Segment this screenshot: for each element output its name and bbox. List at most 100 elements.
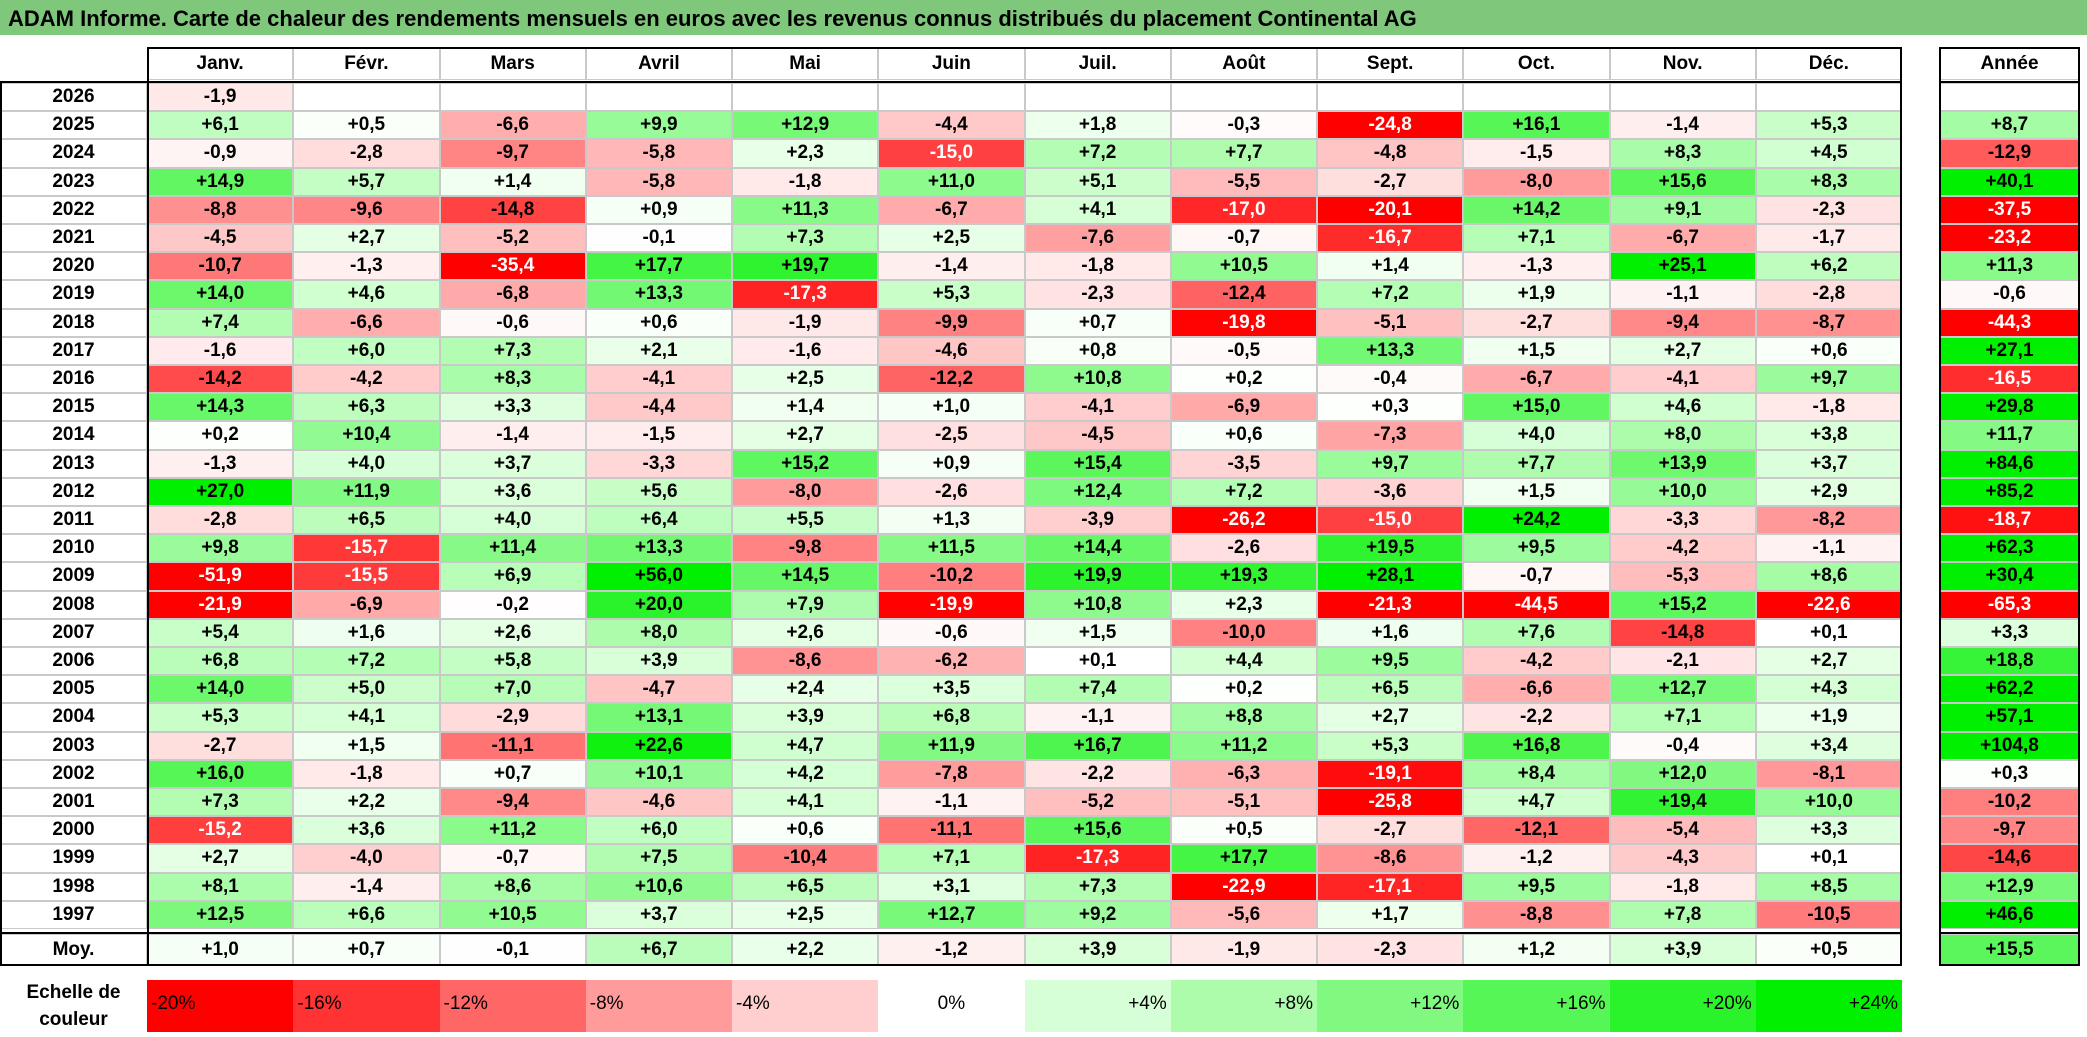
average-cell: +3,9: [1609, 934, 1756, 966]
heatmap-cell: +5,4: [147, 618, 294, 647]
heatmap-cell: -22,6: [1755, 590, 1902, 619]
heatmap-cell: +5,0: [293, 675, 440, 704]
heatmap-cell: -1,6: [732, 336, 879, 365]
annual-cell: +40,1: [1939, 167, 2080, 196]
heatmap-cell: +0,5: [293, 111, 440, 140]
heatmap-cell: +2,1: [585, 336, 732, 365]
heatmap-cell: +2,7: [293, 224, 440, 253]
heatmap-cell: -4,1: [1024, 393, 1171, 422]
heatmap-cell: -2,3: [1024, 280, 1171, 309]
heatmap-cell: -4,5: [147, 224, 294, 253]
heatmap-cell: -2,8: [293, 139, 440, 168]
heatmap-cell: -19,9: [878, 590, 1025, 619]
average-separator: [0, 932, 1902, 934]
year-label: 2002: [0, 759, 147, 788]
heatmap-cell: +6,2: [1755, 252, 1902, 281]
heatmap-cell: -16,7: [1317, 224, 1464, 253]
heatmap-cell: +5,3: [1317, 731, 1464, 760]
heatmap-cell: -1,1: [1024, 703, 1171, 732]
heatmap-cell: +2,9: [1755, 477, 1902, 506]
color-scale-swatch: -12%: [439, 980, 586, 1032]
heatmap-cell: +6,4: [585, 506, 732, 535]
annual-cell: -10,2: [1939, 788, 2080, 817]
color-scale-swatch: +24%: [1755, 980, 1902, 1032]
heatmap-cell: -12,4: [1170, 280, 1317, 309]
heatmap-cell: -6,7: [878, 195, 1025, 224]
year-label: 1997: [0, 900, 147, 929]
average-annual-cell: +15,5: [1939, 934, 2080, 966]
color-scale-swatch: -16%: [293, 980, 440, 1032]
heatmap-cell: +2,5: [732, 900, 879, 929]
heatmap-cell: +10,1: [585, 759, 732, 788]
heatmap-cell: +5,3: [878, 280, 1025, 309]
color-scale-swatch: 0%: [878, 980, 1025, 1032]
heatmap-cell: +0,7: [439, 759, 586, 788]
heatmap-cell: -6,7: [1463, 365, 1610, 394]
annual-cell: +62,2: [1939, 675, 2080, 704]
heatmap-cell: -2,6: [1170, 534, 1317, 563]
heatmap-cell: +16,1: [1463, 111, 1610, 140]
average-cell: +0,5: [1755, 934, 1902, 966]
heatmap-cell: +1,4: [1317, 252, 1464, 281]
heatmap-cell: +8,1: [147, 872, 294, 901]
year-label: 2003: [0, 731, 147, 760]
heatmap-cell: +8,0: [585, 618, 732, 647]
heatmap-cell: +14,0: [147, 280, 294, 309]
heatmap-cell: +3,6: [293, 816, 440, 845]
heatmap-cell: +7,9: [732, 590, 879, 619]
heatmap-cell: -1,9: [147, 83, 294, 112]
year-label: 2020: [0, 252, 147, 281]
heatmap-cell: +12,5: [147, 900, 294, 929]
heatmap-cell: -22,9: [1170, 872, 1317, 901]
heatmap-cell: +8,6: [439, 872, 586, 901]
heatmap-cell: [585, 83, 732, 112]
heatmap-cell: +10,4: [293, 421, 440, 450]
heatmap-cell: +0,1: [1755, 618, 1902, 647]
month-header: Juil.: [1024, 47, 1171, 80]
heatmap-cell: +17,7: [585, 252, 732, 281]
heatmap-cell: +8,0: [1609, 421, 1756, 450]
heatmap-cell: +22,6: [585, 731, 732, 760]
year-label: 2004: [0, 703, 147, 732]
annual-cell: +0,3: [1939, 759, 2080, 788]
annual-cell: +104,8: [1939, 731, 2080, 760]
heatmap-cell: -1,4: [439, 421, 586, 450]
heatmap-cell: +9,5: [1463, 534, 1610, 563]
heatmap-cell: -9,7: [439, 139, 586, 168]
heatmap-cell: -1,8: [1755, 393, 1902, 422]
average-cell: +1,0: [147, 934, 294, 966]
heatmap-cell: +16,0: [147, 759, 294, 788]
heatmap-cell: -6,7: [1609, 224, 1756, 253]
heatmap-cell: -12,2: [878, 365, 1025, 394]
heatmap-cell: -5,2: [439, 224, 586, 253]
month-header: Févr.: [293, 47, 440, 80]
heatmap-cell: +0,6: [585, 308, 732, 337]
heatmap-cell: -15,5: [293, 562, 440, 591]
heatmap-cell: -0,4: [1609, 731, 1756, 760]
heatmap-cell: +9,8: [147, 534, 294, 563]
color-scale-swatch: -20%: [147, 980, 294, 1032]
heatmap-cell: -14,8: [439, 195, 586, 224]
heatmap-cell: -5,6: [1170, 900, 1317, 929]
heatmap-cell: -8,6: [1317, 844, 1464, 873]
year-label: 2013: [0, 449, 147, 478]
year-label: 2025: [0, 111, 147, 140]
heatmap-cell: -9,6: [293, 195, 440, 224]
heatmap-cell: +0,7: [1024, 308, 1171, 337]
heatmap-cell: +3,3: [1755, 816, 1902, 845]
heatmap-cell: +1,7: [1317, 900, 1464, 929]
heatmap-cell: +7,2: [293, 647, 440, 676]
year-label: 1998: [0, 872, 147, 901]
heatmap-cell: +13,3: [585, 534, 732, 563]
heatmap-cell: -8,2: [1755, 506, 1902, 535]
heatmap-cell: [1024, 83, 1171, 112]
heatmap-cell: -15,0: [1317, 506, 1464, 535]
heatmap-cell: -1,8: [1609, 872, 1756, 901]
year-label: 2026: [0, 83, 147, 112]
year-label: 2023: [0, 167, 147, 196]
heatmap-cell: -1,8: [293, 759, 440, 788]
month-header: Mai: [732, 47, 879, 80]
year-label: 2014: [0, 421, 147, 450]
annual-cell: +46,6: [1939, 900, 2080, 929]
color-scale-swatch: +12%: [1317, 980, 1464, 1032]
